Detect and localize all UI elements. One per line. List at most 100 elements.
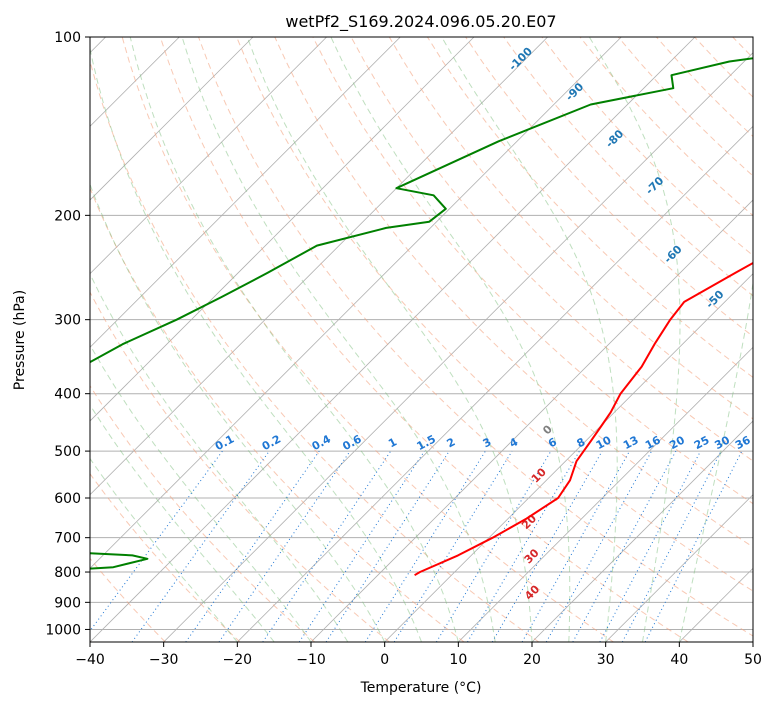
moist-adiabat [181, 37, 496, 642]
mixing-ratio-label: 25 [692, 433, 712, 452]
dry-adiabat [656, 37, 753, 138]
moist-adiabat [678, 280, 753, 642]
dry-adiabat-label: 40 [522, 582, 542, 602]
dry-adiabat-label: -90 [563, 80, 586, 103]
y-tick-label: 500 [54, 444, 81, 460]
dry-adiabat [503, 37, 753, 297]
mixing-ratio-label: 16 [643, 433, 663, 452]
dry-adiabat [312, 37, 753, 505]
isotherm-line [605, 494, 753, 642]
mixing-ratio-line [131, 450, 270, 642]
tick-layer: −40 −30 −20 −10 0 10 20 30 40 50 100 200 300 400 500 60… [45, 30, 762, 668]
mixing-ratio-line [364, 450, 486, 642]
mixing-ratio-line [545, 450, 653, 642]
mixing-ratio-line [325, 450, 450, 642]
dry-adiabat [198, 37, 753, 637]
dry-adiabat-label: -60 [661, 242, 684, 265]
dry-adiabat-label: -100 [506, 44, 535, 73]
y-tick-label: 200 [54, 208, 81, 224]
mixing-ratio-label: 0.1 [213, 432, 236, 453]
x-axis-label: Temperature (°C) [360, 680, 482, 696]
x-tick-label: 20 [523, 652, 541, 668]
mixing-ratio-line [218, 450, 351, 642]
mixing-ratio-label: 0.2 [260, 432, 283, 453]
temperature-profile [414, 261, 753, 577]
mixing-ratio-label: 1 [386, 435, 399, 450]
dry-adiabat-label: -50 [703, 288, 726, 311]
y-tick-label: 1000 [45, 622, 81, 638]
y-axis-label: Pressure (hPa) [12, 290, 28, 390]
isotherm-line [679, 567, 753, 642]
y-tick-label: 400 [54, 387, 81, 403]
isotherm-line [163, 52, 753, 642]
dewpoint-profile [90, 57, 753, 570]
mixing-ratio-label: 3 [481, 435, 494, 450]
y-tick-label: 600 [54, 491, 81, 507]
mixing-ratio-line [621, 450, 722, 642]
moist-adiabat [90, 343, 312, 642]
mixing-ratio-label: 20 [667, 433, 687, 452]
mixing-ratio-label: 2 [445, 435, 458, 450]
moist-adiabat [90, 404, 275, 642]
y-tick-label: 900 [54, 595, 81, 611]
dry-adiabat [274, 37, 753, 548]
dry-adiabat [236, 37, 753, 592]
plot-frame [89, 36, 754, 643]
isotherm-line [384, 273, 753, 642]
mixing-ratio-line [90, 450, 223, 632]
mixing-ratio-line [467, 450, 580, 642]
x-tick-label: −20 [223, 652, 253, 668]
isotherm-line [752, 641, 753, 642]
chart-title: wetPf2_S169.2024.096.05.20.E07 [285, 12, 556, 32]
dry-adiabat [121, 37, 614, 642]
mixing-ratio-line [572, 450, 677, 642]
moist-adiabat [90, 457, 238, 642]
moist-adiabat [246, 37, 533, 642]
y-tick-label: 800 [54, 565, 81, 581]
mixing-ratio-line [521, 450, 630, 642]
mixing-ratio-label: 13 [621, 433, 641, 452]
y-tick-label: 700 [54, 531, 81, 547]
x-tick-label: 30 [597, 652, 615, 668]
mixing-ratio-label: 1.5 [415, 432, 438, 453]
isotherm-line [90, 37, 475, 422]
mixing-ratio-label: 4 [507, 435, 520, 450]
isotherm-line [90, 37, 401, 348]
isotherm-line [90, 37, 254, 201]
dry-adiabat [90, 59, 540, 642]
x-tick-label: 0 [380, 652, 389, 668]
dry-adiabat [732, 37, 753, 59]
isotherm-line [90, 37, 327, 275]
isotherm-line [458, 346, 753, 642]
moist-adiabat [90, 182, 386, 642]
dry-adiabat [90, 384, 316, 642]
dry-adiabat [159, 37, 689, 642]
series-layer [90, 57, 753, 577]
mixing-ratio-line [599, 450, 701, 642]
mixing-ratio-label: 30 [712, 433, 732, 452]
dry-adiabat [90, 291, 390, 642]
mixing-ratio-line [644, 450, 743, 642]
moist-adiabat [129, 37, 459, 642]
dry-adiabat [694, 37, 753, 98]
isotherm-line [531, 420, 753, 642]
x-tick-label: −40 [75, 652, 105, 668]
dry-adiabat [388, 37, 753, 420]
dry-adiabat [465, 37, 753, 338]
mixing-ratio-label: 10 [594, 433, 614, 452]
dry-adiabat-label: 30 [522, 546, 542, 566]
dry-adiabat [350, 37, 753, 462]
mixing-ratio-label: 0.4 [310, 432, 334, 453]
mixing-ratio-label: 0.6 [340, 432, 364, 453]
mixing-ratio-line [491, 450, 603, 642]
mixing-ratio-line [393, 450, 513, 642]
dry-adiabat-label: 10 [529, 465, 549, 485]
y-tick-label: 300 [54, 313, 81, 329]
grid-layer: 0.1 0.2 0.4 0.6 1 1.5 2 3 4 6 8 10 13 16 20 25 30 36-100-… [90, 37, 753, 642]
x-tick-label: 10 [449, 652, 467, 668]
isotherm-line [237, 125, 753, 642]
isotherm-line [310, 199, 753, 642]
x-tick-label: −10 [296, 652, 326, 668]
isotherm-line [90, 37, 548, 496]
